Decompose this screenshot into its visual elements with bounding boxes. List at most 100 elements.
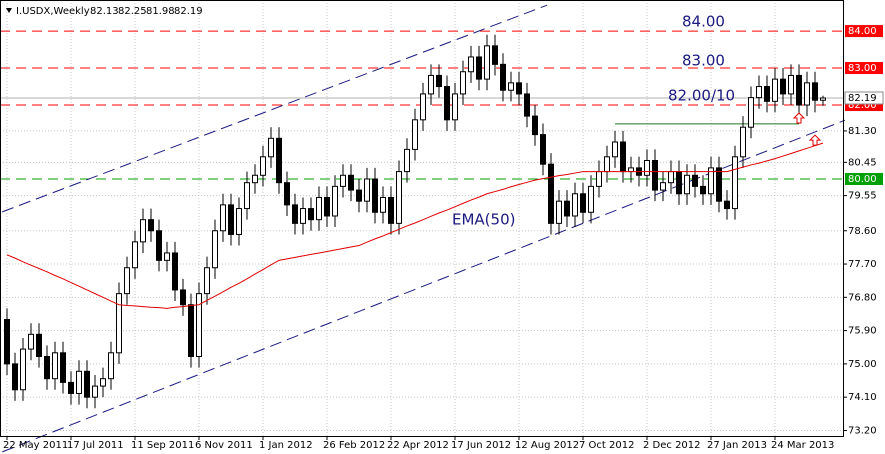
- x-tick-label: 22 Apr 2012: [387, 440, 449, 451]
- candle-body: [796, 74, 802, 106]
- candle-body: [364, 178, 370, 202]
- candle-body: [348, 174, 354, 191]
- candle-body: [708, 167, 714, 195]
- x-tick-label: 1 Jan 2012: [259, 440, 313, 451]
- candle-body: [540, 134, 546, 165]
- candle-body: [300, 208, 306, 224]
- plot-border: [0, 0, 844, 437]
- y-tick-label: 74.10: [848, 392, 877, 403]
- candle-body: [516, 82, 522, 95]
- candle-body: [476, 56, 482, 80]
- candle-body: [404, 148, 410, 173]
- candle-body: [532, 115, 538, 136]
- candle-body: [12, 363, 18, 391]
- candle-body: [236, 208, 242, 235]
- level-label: 82.00: [848, 100, 877, 111]
- current-price-label: 82.19: [848, 93, 877, 104]
- candle-body: [628, 167, 634, 173]
- candle-body: [500, 63, 506, 91]
- level-label: 80.00: [848, 174, 877, 185]
- candle-body: [684, 174, 690, 195]
- candle-body: [316, 196, 322, 221]
- candle-body: [740, 126, 746, 158]
- candle-body: [356, 189, 362, 202]
- candle-body: [716, 167, 722, 202]
- level-box: [845, 172, 883, 185]
- candle-body: [764, 86, 770, 102]
- candle-body: [156, 230, 162, 261]
- candle-body: [228, 204, 234, 235]
- candle-body: [124, 267, 130, 295]
- candle-body: [804, 82, 810, 106]
- candle-body: [148, 219, 154, 232]
- candle-body: [340, 174, 346, 187]
- ema-line: [6, 142, 824, 309]
- candle-body: [436, 74, 442, 88]
- signal-arrow: [792, 112, 806, 124]
- candle-body: [164, 252, 170, 261]
- candle-body: [108, 352, 114, 380]
- x-tick-label: 27 Jan 2013: [707, 440, 767, 451]
- candle-body: [212, 230, 218, 269]
- candle-body: [652, 159, 658, 191]
- candle-body: [268, 137, 274, 158]
- candle-body: [44, 355, 50, 380]
- candle-body: [572, 193, 578, 217]
- menu-arrow[interactable]: [6, 8, 12, 13]
- candle-body: [180, 289, 186, 306]
- candle-body: [660, 182, 666, 191]
- plot-area: [0, 0, 846, 453]
- candle-body: [140, 219, 146, 243]
- level-label: 83.00: [848, 63, 877, 74]
- candle-body: [276, 137, 282, 184]
- annotation: 83.00: [682, 52, 725, 70]
- x-tick-label: 17 Jun 2012: [451, 440, 511, 451]
- candle-body: [484, 45, 490, 80]
- candle-body: [548, 163, 554, 224]
- candle-body: [748, 97, 754, 128]
- candle-body: [820, 97, 826, 101]
- candle-body: [788, 74, 794, 95]
- candle-body: [68, 381, 74, 394]
- ema-label: EMA(50): [452, 211, 515, 229]
- candle-body: [292, 204, 298, 224]
- candle-body: [780, 78, 786, 95]
- candle-body: [524, 93, 530, 117]
- x-tick-label: 6 Nov 2011: [195, 440, 253, 451]
- candle-body: [396, 171, 402, 224]
- candle-body: [100, 378, 106, 387]
- y-tick-label: 76.80: [848, 292, 877, 303]
- candle-body: [460, 71, 466, 95]
- candle-body: [52, 352, 58, 380]
- level-label: 84.00: [848, 26, 877, 37]
- header-high: 82.25: [118, 6, 147, 17]
- level-box: [845, 25, 883, 38]
- candle-body: [732, 156, 738, 210]
- x-tick-label: 7 Oct 2012: [579, 440, 634, 451]
- candle-body: [604, 156, 610, 173]
- candle-body: [92, 385, 98, 398]
- x-tick-label: 22 May 2011: [3, 440, 68, 451]
- y-tick-label: 77.70: [848, 259, 877, 270]
- x-tick-label: 2 Dec 2012: [643, 440, 701, 451]
- candle-body: [116, 293, 122, 354]
- candle-body: [612, 141, 618, 158]
- candle-body: [308, 208, 314, 221]
- candle-body: [644, 159, 650, 176]
- candle-body: [588, 185, 594, 213]
- candle-body: [220, 204, 226, 232]
- y-tick-label: 75.90: [848, 326, 877, 337]
- y-tick-label: 78.60: [848, 226, 877, 237]
- candle-body: [428, 74, 434, 95]
- candle-body: [132, 241, 138, 269]
- y-tick-label: 81.30: [848, 126, 877, 137]
- candle-body: [36, 333, 42, 357]
- candle-body: [596, 171, 602, 187]
- trendline: [2, 4, 548, 213]
- candle-body: [676, 171, 682, 195]
- candle-body: [620, 141, 626, 173]
- y-tick-label: 80.45: [848, 157, 877, 168]
- candle-body: [332, 185, 338, 217]
